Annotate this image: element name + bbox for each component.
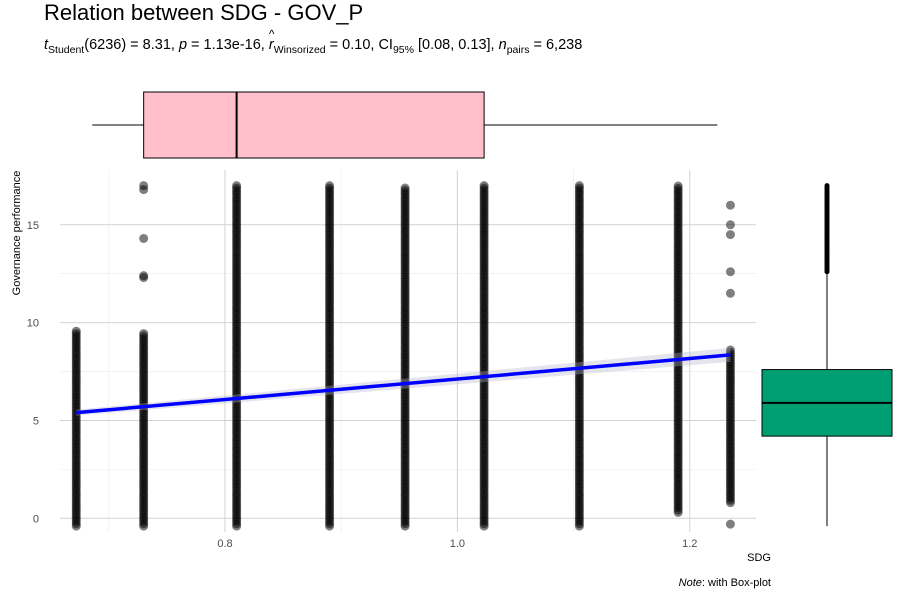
data-point — [725, 267, 735, 277]
x-tick-label: 1.2 — [682, 538, 697, 550]
chart-caption: Note: with Box-plot — [679, 577, 771, 589]
data-point — [400, 183, 410, 193]
stat-subscript: Student — [48, 43, 85, 56]
y-tick-label: 0 — [33, 513, 39, 525]
chart-title: Relation between SDG - GOV_P — [44, 0, 364, 25]
data-points — [71, 181, 735, 531]
data-point — [725, 220, 735, 230]
r-subscript: Winsorized — [273, 43, 326, 56]
data-point — [71, 326, 81, 336]
x-boxplot-box — [143, 91, 485, 159]
y-axis-label: Governance performance — [11, 171, 23, 296]
data-point — [574, 181, 584, 191]
tick-labels: 0 5 10 15 0.8 1.0 1.2 — [27, 220, 698, 550]
ci-subscript: 95% — [392, 43, 414, 56]
r-value: = 0.10, CI — [325, 37, 393, 53]
data-point — [139, 329, 149, 339]
data-point — [673, 181, 683, 191]
x-tick-label: 0.8 — [217, 538, 232, 550]
p-value: = 1.13e-16, — [187, 37, 269, 53]
n-value: = 6,238 — [529, 37, 583, 53]
data-point — [232, 181, 242, 191]
y-tick-label: 15 — [27, 220, 39, 232]
regression-line — [76, 353, 731, 415]
stat-df: (6236) = 8.31, — [84, 37, 179, 53]
data-point — [479, 181, 489, 191]
note-text: : with Box-plot — [701, 577, 771, 589]
y-tick-label: 10 — [27, 318, 39, 330]
regression-layer — [76, 347, 731, 416]
data-point — [139, 181, 149, 191]
data-point — [325, 181, 335, 191]
data-point — [725, 230, 735, 240]
stat-symbol: t — [44, 37, 49, 53]
data-point — [725, 288, 735, 298]
x-boxplot — [92, 91, 718, 159]
data-point — [725, 200, 735, 210]
y-boxplot — [761, 183, 893, 527]
chart-subtitle: tStudent(6236) = 8.31, p = 1.13e-16, rWi… — [44, 27, 583, 56]
y-boxplot-outlier — [824, 183, 830, 189]
n-subscript: pairs — [506, 43, 530, 56]
note-label: Note — [678, 577, 702, 589]
data-point — [139, 233, 149, 243]
ci-value: [0.08, 0.13], — [413, 37, 499, 53]
data-point — [725, 519, 735, 529]
data-point — [139, 271, 149, 281]
x-tick-label: 1.0 — [450, 538, 465, 550]
data-point — [725, 345, 735, 355]
n-symbol: n — [498, 37, 507, 53]
x-axis-label: SDG — [747, 552, 771, 564]
r-symbol: r — [269, 27, 274, 53]
y-tick-label: 5 — [33, 415, 39, 427]
p-symbol: p — [178, 37, 188, 53]
